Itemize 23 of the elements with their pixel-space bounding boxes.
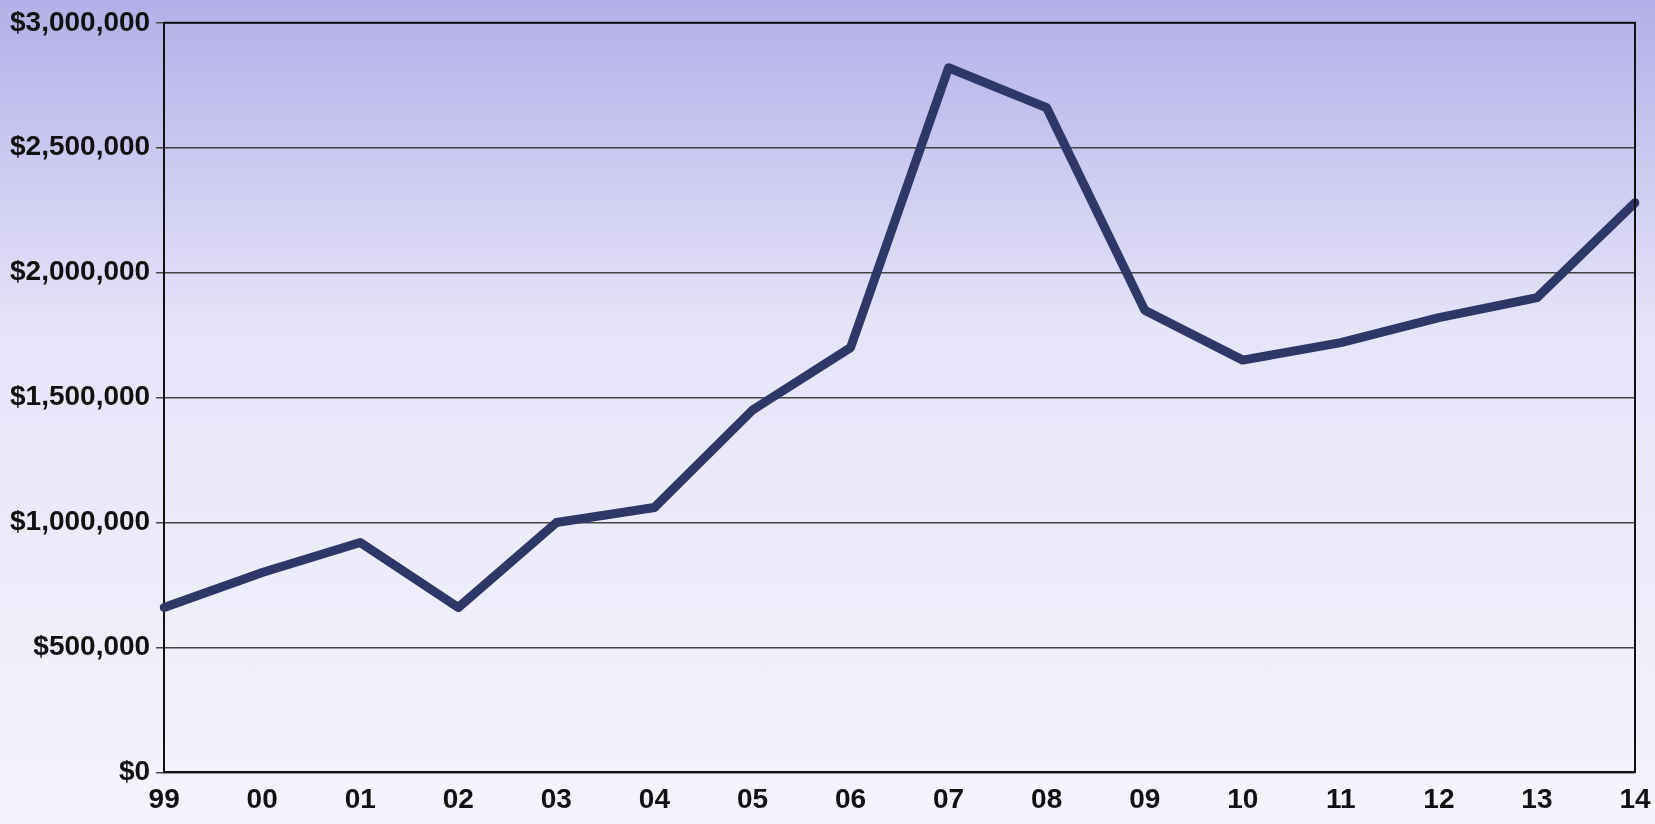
y-tick-label: $3,000,000 — [10, 5, 151, 37]
x-tick-label: 08 — [1031, 782, 1063, 814]
x-tick-label: 07 — [933, 782, 965, 814]
y-tick-label: $1,000,000 — [10, 505, 151, 537]
x-tick-label: 12 — [1423, 782, 1455, 814]
x-tick-label: 09 — [1129, 782, 1161, 814]
x-tick-label: 01 — [344, 782, 376, 814]
y-tick-label: $2,500,000 — [10, 130, 151, 162]
y-tick-label: $2,000,000 — [10, 255, 151, 287]
x-tick-label: 02 — [442, 782, 474, 814]
y-tick-label: $1,500,000 — [10, 380, 151, 412]
x-tick-label: 00 — [246, 782, 278, 814]
x-tick-label: 13 — [1521, 782, 1553, 814]
x-tick-label: 99 — [148, 782, 180, 814]
x-tick-label: 03 — [540, 782, 572, 814]
x-tick-label: 05 — [736, 782, 769, 814]
y-tick-label: $500,000 — [33, 630, 151, 662]
x-tick-label: 04 — [638, 782, 671, 814]
x-tick-label: 11 — [1326, 782, 1356, 814]
x-tick-label: 06 — [834, 782, 867, 814]
x-tick-label: 14 — [1619, 782, 1651, 814]
y-tick-label: $0 — [118, 755, 151, 787]
x-tick-label: 10 — [1227, 782, 1259, 814]
